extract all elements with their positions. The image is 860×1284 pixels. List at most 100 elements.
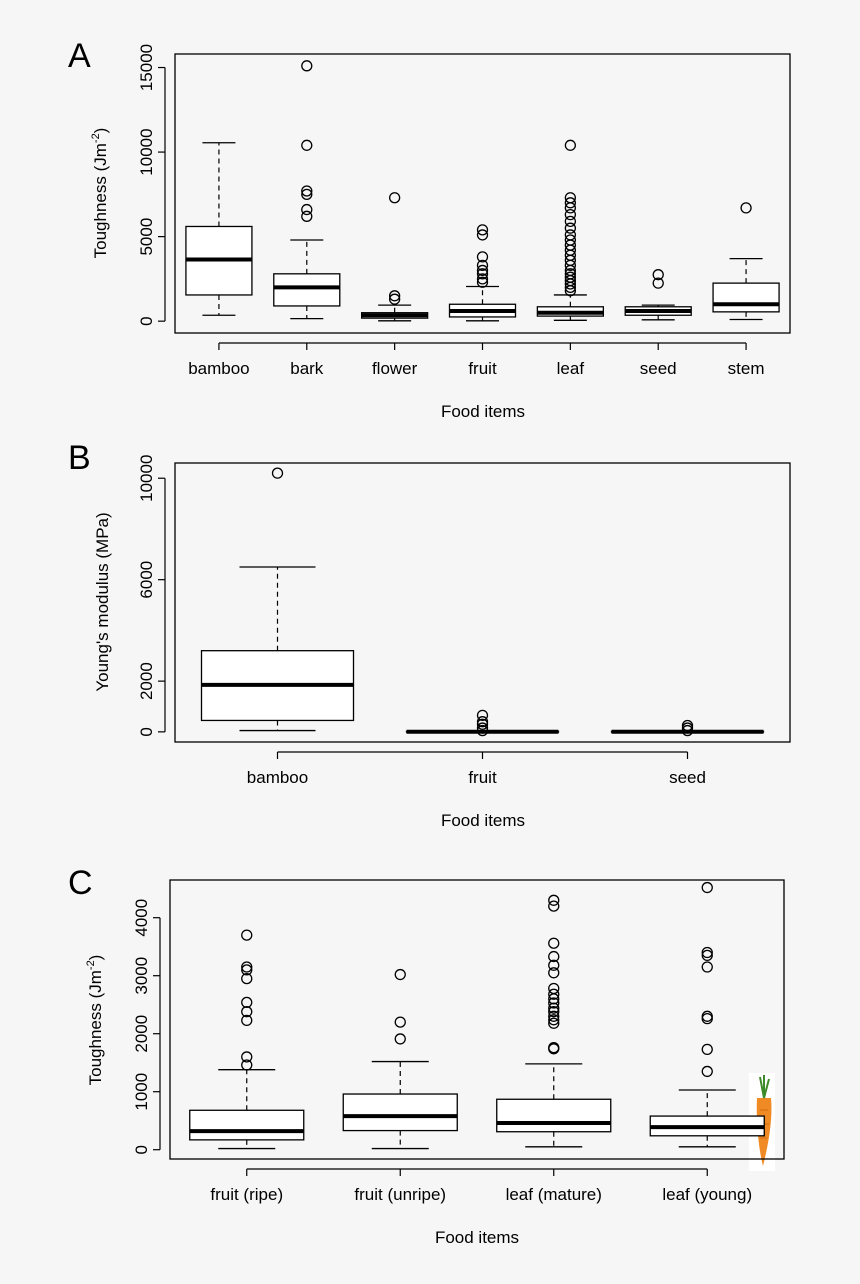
y-tick-label: 2000 [132,1015,151,1053]
y-tick-label: 0 [132,1145,151,1154]
outlier-point [271,467,284,479]
box-fruit-unripe- [342,968,458,1150]
outlier-point [476,276,489,288]
outlier-point [241,929,253,941]
plot-frame [174,53,791,334]
outlier-point [564,234,577,246]
box-bamboo [200,467,355,732]
box-fruit [405,709,560,737]
panel-label: C [68,864,93,902]
outlier-point [548,988,560,1000]
outlier-point [652,277,664,289]
outlier-point [701,881,713,894]
outlier-point [548,900,560,912]
outlier-point [388,293,401,305]
outlier-point [241,1014,253,1027]
y-tick-label: 0 [137,316,156,325]
outlier-point [564,268,577,280]
box-leaf-mature- [496,894,612,1148]
outlier-point [548,1010,560,1022]
y-tick-label: 4000 [132,899,151,937]
x-axis-title: Food items [435,1228,519,1247]
outlier-point [548,1017,560,1029]
plot-frame [169,879,785,1160]
panel-label: A [68,37,91,75]
outlier-point [476,722,489,734]
panel-label: B [68,439,91,477]
outlier-point [548,950,560,963]
outlier-point [701,949,713,962]
y-tick-label: 0 [137,727,156,736]
box-iqr [342,1093,458,1132]
outlier-point [241,996,253,1009]
y-tick-label: 2000 [137,662,156,700]
box-seed [624,269,692,321]
outlier-point [476,264,489,277]
y-axis-title: Young's modulus (MPa) [93,512,112,691]
y-tick-label: 5000 [137,218,156,256]
outlier-point [548,997,560,1009]
x-axis-title: Food items [441,811,525,830]
box-iqr [189,1109,305,1141]
outlier-point [241,972,253,985]
box-iqr [496,1098,612,1133]
panel-c: C Toughness (Jm-2) Food items 0 1000 2000 3… [68,864,785,1247]
box-leaf [536,139,605,321]
outlier-point [564,229,577,241]
outlier-point [701,1043,713,1056]
x-tick-label: leaf [557,359,585,378]
box-seed [610,719,765,737]
outlier-point [476,251,489,263]
outlier-point [301,60,313,72]
outlier-point [564,192,577,204]
outlier-point [701,1012,713,1025]
outlier-point [476,224,489,236]
outlier-point [301,139,313,151]
x-tick-label: leaf (mature) [506,1185,602,1204]
box-fruit [448,224,517,322]
outlier-point [241,1006,253,1018]
outlier-point [548,967,560,979]
x-tick-label: flower [372,359,418,378]
outlier-point [388,192,401,204]
x-tick-label: seed [669,768,706,787]
outlier-point [476,259,489,272]
outlier-point [548,1041,560,1054]
outlier-point [548,1002,560,1014]
outlier-point [394,968,406,981]
outlier-point [564,208,577,221]
outlier-point [548,982,560,995]
outlier-point [548,894,560,906]
x-tick-label: bamboo [247,768,308,787]
outlier-point [388,290,401,302]
outlier-point [701,1065,713,1078]
outlier-point [241,964,253,976]
outlier-point [241,1051,253,1063]
y-axis-title: Toughness (Jm-2) [90,128,110,259]
x-tick-label: stem [728,359,765,378]
y-tick-label: 3000 [132,957,151,995]
outlier-point [701,961,713,973]
outlier-point [564,197,577,209]
outlier-point [548,1014,560,1026]
box-leaf-young- [649,881,765,1148]
y-tick-label: 15000 [137,44,156,91]
outlier-point [740,202,752,214]
outlier-point [476,709,489,722]
outlier-point [476,229,489,241]
panel-b: B Young's modulus (MPa) Food items 0 2000… [68,439,791,830]
outlier-point [394,1033,406,1045]
box-bark [273,60,341,320]
panel-a: A Toughness (Jm-2) Food items 0 5000 10000… [68,37,791,421]
x-tick-label: fruit (unripe) [354,1185,446,1204]
outlier-point [301,188,313,200]
x-tick-label: fruit [468,359,497,378]
plot-frame [174,462,791,743]
x-tick-label: bark [290,359,324,378]
outlier-point [652,269,664,281]
outlier-point [564,271,577,283]
outlier-point [548,1006,560,1018]
outlier-point [476,268,489,280]
outlier-point [476,716,489,728]
